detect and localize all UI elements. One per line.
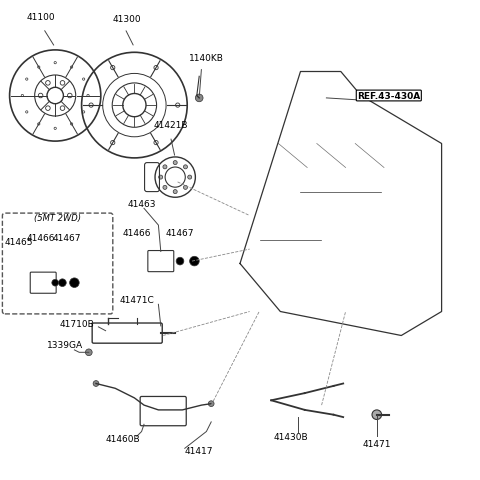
Circle shape [154, 141, 158, 145]
Text: 1339GA: 1339GA [47, 340, 83, 349]
Text: 41471: 41471 [362, 439, 391, 448]
Circle shape [21, 95, 24, 97]
Circle shape [176, 258, 184, 265]
Circle shape [87, 95, 89, 97]
Text: 41467: 41467 [166, 228, 194, 237]
Circle shape [54, 128, 56, 130]
Circle shape [188, 176, 192, 180]
Circle shape [176, 104, 180, 108]
Text: 41460B: 41460B [105, 434, 140, 443]
Text: 41430B: 41430B [273, 432, 308, 441]
Circle shape [25, 79, 28, 81]
Text: 1140KB: 1140KB [189, 53, 224, 62]
Circle shape [163, 166, 167, 169]
Circle shape [208, 401, 214, 407]
Text: 41466: 41466 [122, 228, 151, 237]
Circle shape [173, 161, 177, 165]
Circle shape [83, 79, 85, 81]
Circle shape [89, 104, 93, 108]
Circle shape [71, 123, 73, 126]
Text: 41467: 41467 [53, 233, 82, 242]
Text: 41710B: 41710B [60, 319, 94, 328]
Circle shape [93, 381, 99, 386]
Circle shape [195, 95, 203, 103]
Circle shape [111, 66, 115, 71]
Text: 41465: 41465 [5, 238, 34, 247]
Circle shape [183, 186, 188, 190]
Circle shape [71, 67, 73, 69]
Text: (5MT 2WD): (5MT 2WD) [34, 214, 81, 223]
Circle shape [85, 349, 92, 356]
Circle shape [372, 410, 382, 420]
Circle shape [173, 190, 177, 194]
Text: 41466: 41466 [26, 233, 55, 242]
Circle shape [83, 111, 85, 114]
Circle shape [190, 257, 199, 266]
Circle shape [70, 278, 79, 288]
Circle shape [37, 67, 40, 69]
Circle shape [54, 62, 56, 65]
Text: 41471C: 41471C [120, 295, 154, 304]
Circle shape [183, 166, 188, 169]
Circle shape [154, 66, 158, 71]
Circle shape [37, 123, 40, 126]
Circle shape [159, 176, 163, 180]
Text: 41417: 41417 [185, 446, 214, 455]
Text: 41421B: 41421B [153, 120, 188, 130]
Circle shape [110, 141, 115, 145]
Text: 41300: 41300 [113, 15, 142, 24]
Text: 41100: 41100 [26, 13, 55, 22]
Text: 41463: 41463 [127, 200, 156, 209]
Circle shape [59, 279, 66, 287]
Text: REF.43-430A: REF.43-430A [357, 92, 420, 101]
Circle shape [52, 280, 59, 287]
Circle shape [25, 111, 28, 114]
Circle shape [163, 186, 167, 190]
